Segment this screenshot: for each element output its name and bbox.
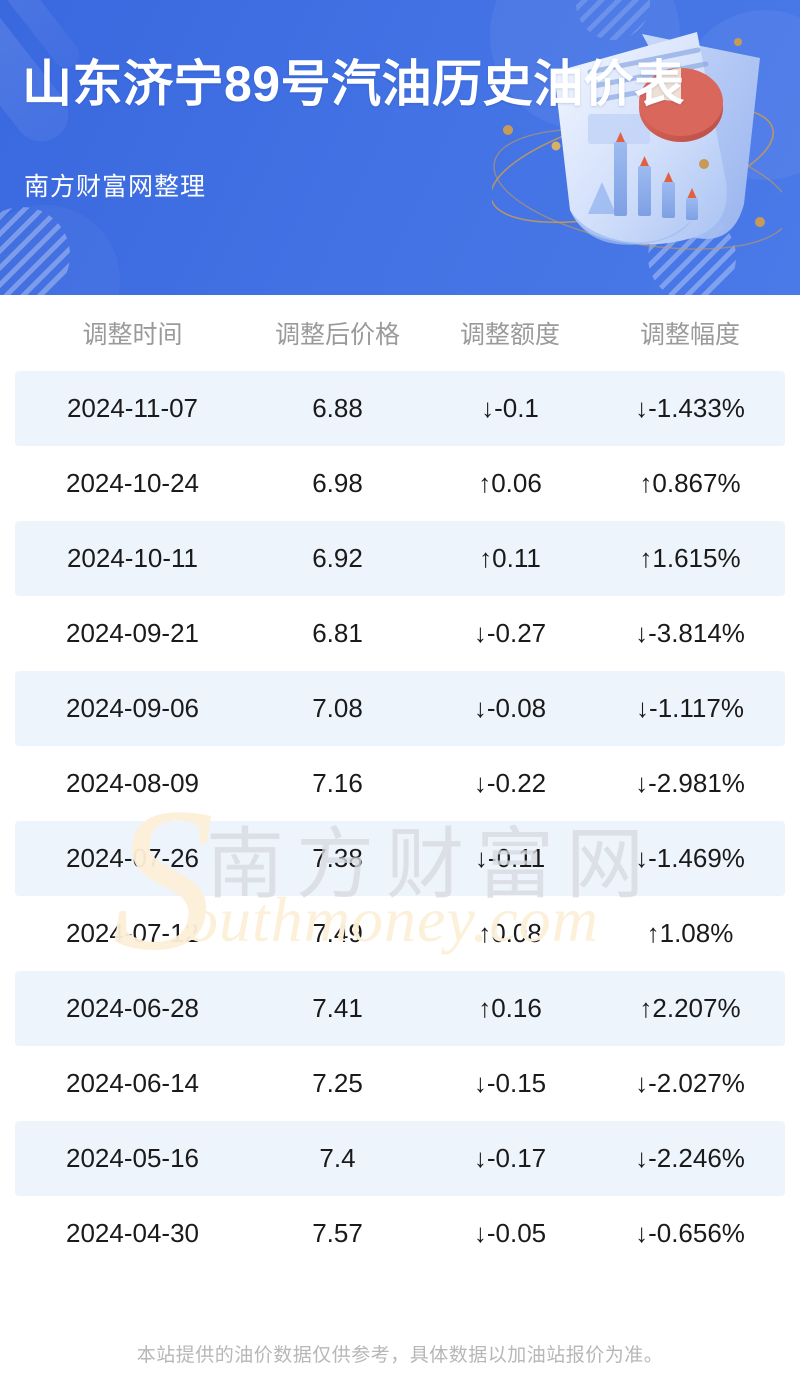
cell-percent: ↓-1.469% [595, 821, 785, 896]
newspaper-illustration-icon [492, 32, 782, 250]
cell-price: 6.98 [250, 446, 425, 521]
cell-amount: ↓-0.08 [425, 671, 595, 746]
cell-amount: ↓-0.17 [425, 1121, 595, 1196]
cell-percent: ↓-2.981% [595, 746, 785, 821]
cell-amount: ↓-0.1 [425, 371, 595, 446]
cell-price: 6.81 [250, 596, 425, 671]
cell-date: 2024-05-16 [15, 1121, 250, 1196]
striped-circle-bottomleft-icon [0, 207, 70, 295]
cell-price: 7.41 [250, 971, 425, 1046]
cell-date: 2024-04-30 [15, 1196, 250, 1271]
column-header-price: 调整后价格 [250, 295, 425, 371]
cell-percent: ↓-1.433% [595, 371, 785, 446]
cell-date: 2024-07-26 [15, 821, 250, 896]
cell-date: 2024-09-21 [15, 596, 250, 671]
cell-percent: ↓-3.814% [595, 596, 785, 671]
cell-percent: ↓-2.246% [595, 1121, 785, 1196]
page-subtitle: 南方财富网整理 [24, 173, 207, 201]
cell-price: 7.38 [250, 821, 425, 896]
page-title: 山东济宁89号汽油历史油价表 [22, 56, 685, 112]
cell-amount: ↑0.06 [425, 446, 595, 521]
table-header-row: 调整时间 调整后价格 调整额度 调整幅度 [15, 295, 785, 371]
cell-price: 7.49 [250, 896, 425, 971]
cell-percent: ↑1.615% [595, 521, 785, 596]
table-row: 2024-11-07 6.88 ↓-0.1 ↓-1.433% [15, 371, 785, 446]
cell-date: 2024-10-11 [15, 521, 250, 596]
cell-amount: ↑0.11 [425, 521, 595, 596]
cell-percent: ↑1.08% [595, 896, 785, 971]
cell-date: 2024-08-09 [15, 746, 250, 821]
table-body: 2024-11-07 6.88 ↓-0.1 ↓-1.433% 2024-10-24 6.9… [15, 371, 785, 1271]
cell-price: 7.08 [250, 671, 425, 746]
cell-price: 7.4 [250, 1121, 425, 1196]
page-banner: 山东济宁89号汽油历史油价表 南方财富网整理 [0, 0, 800, 295]
cell-date: 2024-06-28 [15, 971, 250, 1046]
cell-amount: ↓-0.15 [425, 1046, 595, 1121]
cell-percent: ↓-0.656% [595, 1196, 785, 1271]
column-header-percent: 调整幅度 [595, 295, 785, 371]
cell-percent: ↓-2.027% [595, 1046, 785, 1121]
cell-date: 2024-06-14 [15, 1046, 250, 1121]
table-row: 2024-09-06 7.08 ↓-0.08 ↓-1.117% [15, 671, 785, 746]
cell-date: 2024-07-12 [15, 896, 250, 971]
cell-amount: ↓-0.22 [425, 746, 595, 821]
cell-amount: ↑0.08 [425, 896, 595, 971]
cell-amount: ↓-0.27 [425, 596, 595, 671]
cell-date: 2024-10-24 [15, 446, 250, 521]
oil-price-history-table: 调整时间 调整后价格 调整额度 调整幅度 2024-11-07 6.88 ↓-0.1… [15, 295, 785, 1271]
cell-amount: ↓-0.05 [425, 1196, 595, 1271]
table-row: 2024-09-21 6.81 ↓-0.27 ↓-3.814% [15, 596, 785, 671]
cell-price: 7.25 [250, 1046, 425, 1121]
disclaimer-note: 本站提供的油价数据仅供参考，具体数据以加油站报价为准。 [136, 1345, 664, 1366]
table-row: 2024-04-30 7.57 ↓-0.05 ↓-0.656% [15, 1196, 785, 1271]
price-table-container: 调整时间 调整后价格 调整额度 调整幅度 2024-11-07 6.88 ↓-0.1… [0, 295, 800, 1271]
cell-price: 6.92 [250, 521, 425, 596]
table-row: 2024-07-12 7.49 ↑0.08 ↑1.08% [15, 896, 785, 971]
cell-percent: ↑2.207% [595, 971, 785, 1046]
table-row: 2024-06-14 7.25 ↓-0.15 ↓-2.027% [15, 1046, 785, 1121]
cell-price: 7.16 [250, 746, 425, 821]
cell-date: 2024-11-07 [15, 371, 250, 446]
cell-price: 7.57 [250, 1196, 425, 1271]
cell-percent: ↑0.867% [595, 446, 785, 521]
column-header-amount: 调整额度 [425, 295, 595, 371]
table-row: 2024-05-16 7.4 ↓-0.17 ↓-2.246% [15, 1121, 785, 1196]
table-header: 调整时间 调整后价格 调整额度 调整幅度 [15, 295, 785, 371]
cell-percent: ↓-1.117% [595, 671, 785, 746]
cell-amount: ↑0.16 [425, 971, 595, 1046]
cell-price: 6.88 [250, 371, 425, 446]
table-row: 2024-06-28 7.41 ↑0.16 ↑2.207% [15, 971, 785, 1046]
cell-date: 2024-09-06 [15, 671, 250, 746]
table-row: 2024-10-24 6.98 ↑0.06 ↑0.867% [15, 446, 785, 521]
cell-amount: ↓-0.11 [425, 821, 595, 896]
table-row: 2024-08-09 7.16 ↓-0.22 ↓-2.981% [15, 746, 785, 821]
table-row: 2024-07-26 7.38 ↓-0.11 ↓-1.469% [15, 821, 785, 896]
table-row: 2024-10-11 6.92 ↑0.11 ↑1.615% [15, 521, 785, 596]
column-header-date: 调整时间 [15, 295, 250, 371]
circle-blob-bottomleft-icon [0, 205, 120, 295]
